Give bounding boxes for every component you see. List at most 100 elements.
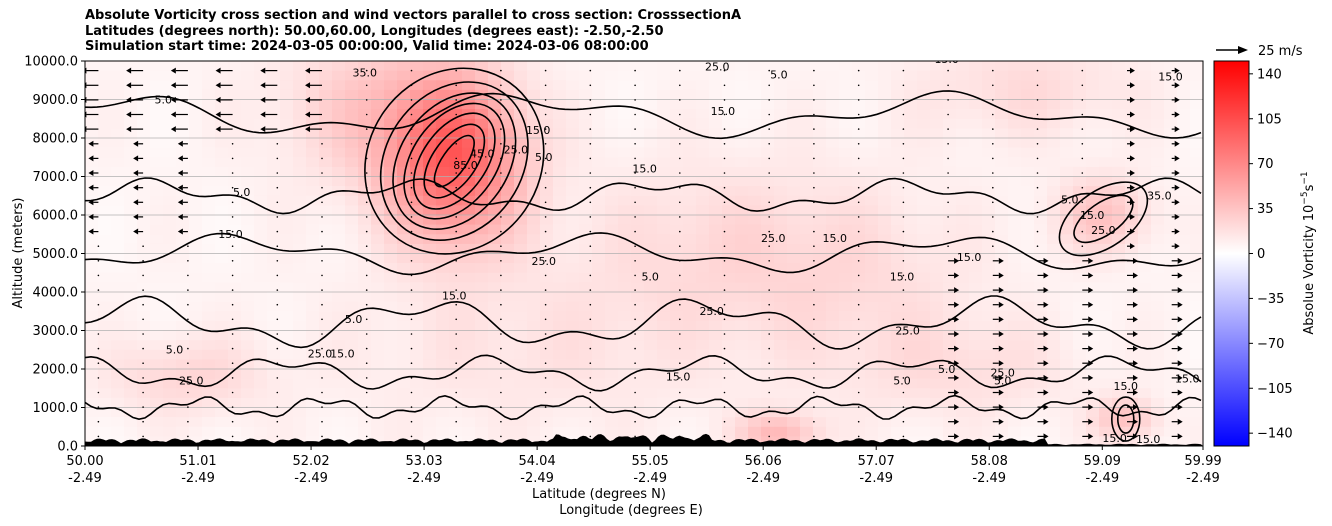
field-cell [1164,215,1178,226]
field-cell [1125,349,1139,360]
field-cell [956,330,970,341]
field-cell [1008,176,1022,187]
field-cell [254,109,268,120]
field-cell [228,118,242,129]
field-cell [566,330,580,341]
field-cell [735,397,749,409]
field-cell [696,138,710,149]
field-cell [800,359,814,370]
field-cell [293,320,307,332]
field-cell [631,417,645,428]
wind-vector [455,186,458,189]
field-cell [280,128,294,139]
field-cell [826,80,840,91]
field-cell [1151,215,1165,226]
field-cell [384,253,398,264]
contour-label: 15.0 [1158,70,1183,83]
field-cell [449,157,463,168]
field-cell [98,388,112,399]
wind-vector [276,377,279,379]
field-cell [631,166,645,178]
field-cell [410,417,424,428]
field-cell [1177,157,1191,168]
field-cell [1047,436,1061,446]
field-cell [397,80,411,91]
field-cell [969,186,983,197]
field-cell [527,426,541,437]
field-cell [1151,109,1165,120]
field-cell [150,292,164,303]
wind-vector [500,362,502,365]
field-cell [540,282,554,293]
field-cell [384,224,398,235]
field-cell [228,388,242,399]
field-cell [787,330,801,341]
field-cell [813,215,827,226]
field-cell [228,263,242,274]
field-cell [631,157,645,168]
field-cell [826,311,840,322]
contour-label: 15.0 [330,347,355,360]
field-cell [787,292,801,303]
field-cell [85,436,99,446]
field-cell [371,109,385,120]
field-cell [345,320,359,332]
field-cell [1164,301,1178,312]
field-cell [163,147,177,158]
field-cell [293,378,307,389]
field-cell [826,70,840,81]
field-cell [982,109,996,120]
field-cell [1034,205,1048,216]
wind-vector [813,274,815,277]
field-cell [891,89,905,101]
field-cell [228,369,242,380]
wind-vector [634,230,636,233]
field-cell [592,234,606,245]
wind-vector [455,157,458,160]
field-cell [111,301,125,312]
field-cell [436,359,450,370]
field-cell [267,138,281,149]
wind-vector [992,230,994,233]
field-cell [813,378,827,389]
field-cell [657,378,671,389]
field-cell [930,272,944,283]
wind-vector [679,274,681,277]
field-cell [475,272,489,283]
field-cell [514,243,528,255]
field-cell [1073,359,1087,370]
field-cell [462,426,476,437]
field-cell [722,292,736,303]
field-cell [176,349,190,360]
field-cell [254,243,268,255]
field-cell [904,176,918,187]
field-cell [709,215,723,226]
field-cell [683,301,697,312]
field-cell [436,330,450,341]
field-cell [371,138,385,149]
field-cell [423,186,437,197]
field-cell [1034,166,1048,178]
field-cell [475,417,489,428]
field-cell [891,215,905,226]
field-cell [709,89,723,101]
field-cell [839,89,853,101]
field-cell [332,157,346,168]
wind-vector-head [305,67,311,74]
field-cell [761,340,775,351]
field-cell [1047,311,1061,322]
wind-vector [634,172,636,174]
field-cell [540,147,554,158]
field-cell [774,378,788,389]
field-cell [436,61,450,72]
field-cell [98,378,112,389]
field-cell [618,70,632,81]
wind-vector-head [1043,330,1049,337]
field-cell [280,320,294,332]
field-cell [722,301,736,312]
field-cell [605,426,619,437]
wind-vector [679,406,681,408]
wind-vector [992,157,994,160]
field-cell [605,272,619,283]
